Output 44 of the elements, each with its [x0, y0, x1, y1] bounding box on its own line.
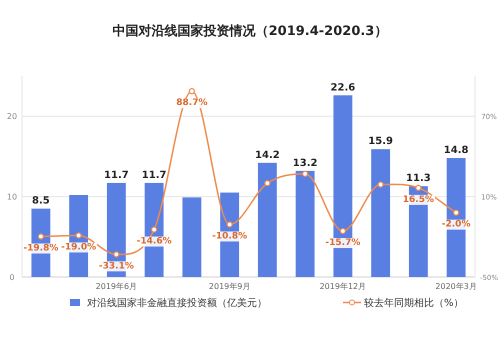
data-label: 11.3 — [406, 173, 431, 184]
point — [76, 232, 82, 239]
chart-title: 中国对沿线国家投资情况（2019.4-2020.3） — [112, 23, 388, 39]
data-label: 15.9 — [368, 136, 393, 148]
point — [415, 184, 422, 191]
data-label: 14.8 — [444, 145, 468, 156]
x-tick-label: 2019年6月 — [96, 282, 138, 291]
legend-label: 对沿线国家非金融直接投资额（亿美元） — [87, 297, 267, 309]
data-label: 22.6 — [330, 82, 356, 94]
data-label: -33.1% — [98, 261, 134, 272]
data-label: 14.2 — [255, 150, 280, 161]
x-tick-label: 2020年3月 — [435, 282, 477, 291]
data-label: 16.5% — [402, 194, 434, 205]
data-label: 8.5 — [32, 196, 50, 207]
data-label: 88.7% — [176, 98, 208, 108]
point — [38, 233, 44, 240]
data-label: -2.0% — [442, 220, 470, 230]
point — [226, 221, 233, 228]
data-label: -19.0% — [61, 242, 96, 252]
bar — [258, 162, 277, 277]
point — [340, 228, 346, 234]
point — [302, 170, 308, 177]
data-label: 11.7 — [142, 170, 166, 181]
data-label: -19.8% — [23, 244, 58, 254]
y-tick-label: 10 — [6, 192, 18, 202]
bar — [182, 197, 202, 277]
y-tick-label: 0 — [9, 273, 15, 282]
point — [264, 180, 270, 186]
legend-label: 较去年同期相比（%） — [364, 297, 464, 309]
point — [188, 88, 195, 94]
data-label: -15.7% — [325, 238, 360, 248]
x-tick-label: 2019年9月 — [208, 282, 250, 291]
point — [453, 210, 460, 216]
data-label: 11.7 — [104, 170, 129, 181]
point — [113, 251, 120, 258]
point — [151, 226, 158, 233]
data-label: 13.2 — [292, 158, 318, 169]
y-tick-label: 20 — [6, 112, 18, 122]
point — [378, 181, 384, 188]
data-label: -14.6% — [136, 236, 172, 247]
bar — [371, 149, 390, 277]
data-label: -10.8% — [212, 231, 248, 242]
bar — [296, 170, 315, 277]
x-tick-label: 2019年12月 — [320, 282, 366, 291]
